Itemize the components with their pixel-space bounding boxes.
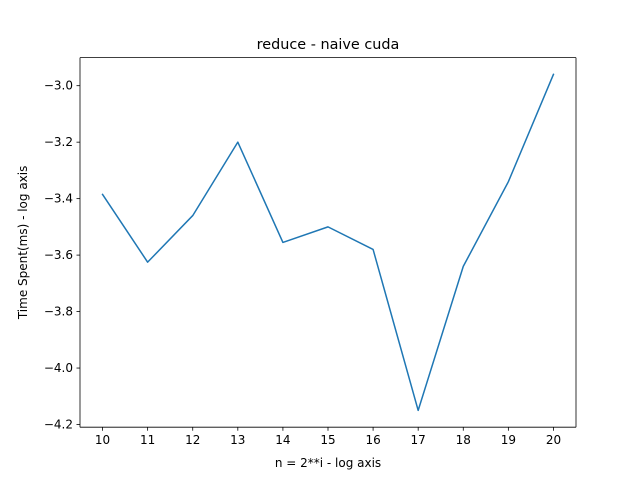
x-tick-label: 10	[95, 433, 110, 447]
y-axis-label: Time Spent(ms) - log axis	[16, 166, 30, 321]
series-line	[101, 73, 555, 412]
y-tick-label: −4.0	[44, 361, 73, 375]
x-axis-label: n = 2**i - log axis	[275, 456, 381, 470]
x-tick-label: 11	[140, 433, 155, 447]
y-tick-label: −3.8	[44, 305, 73, 319]
y-tick-label: −4.2	[44, 418, 73, 432]
y-tick-label: −3.2	[44, 135, 73, 149]
y-tick-label: −3.0	[44, 79, 73, 93]
x-tick-label: 18	[456, 433, 471, 447]
x-tick-label: 14	[275, 433, 290, 447]
x-tick-label: 20	[546, 433, 561, 447]
chart-title: reduce - naive cuda	[257, 37, 400, 53]
x-tick-label: 13	[230, 433, 245, 447]
plot-area	[80, 57, 576, 428]
x-tick-label: 17	[411, 433, 426, 447]
y-tick-label: −3.4	[44, 192, 73, 206]
x-tick-label: 12	[185, 433, 200, 447]
series-group	[101, 73, 555, 412]
x-tick-label: 19	[501, 433, 516, 447]
x-tick-label: 16	[365, 433, 380, 447]
x-tick-label: 15	[320, 433, 335, 447]
x-axis-ticks: 10 11 12 13 14 15 16 17 18 19 20	[95, 427, 561, 447]
y-tick-label: −3.6	[44, 248, 73, 262]
y-axis-ticks: −3.0 −3.2 −3.4 −3.6 −3.8 −4.0 −4.2	[44, 79, 80, 432]
